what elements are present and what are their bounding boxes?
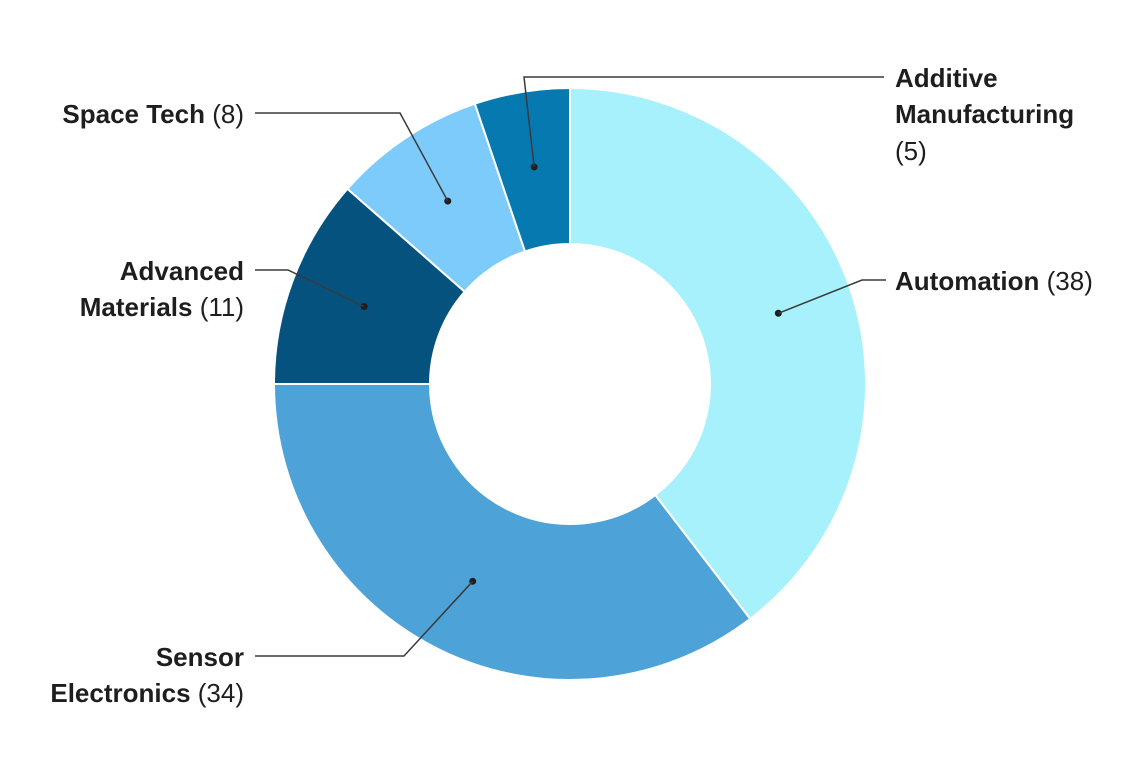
label-space-tech-line-1: Space Tech (8) (62, 99, 244, 129)
label-sensor-electronics-line-2: Electronics (34) (50, 678, 244, 708)
callout-line-additive-manufacturing (523, 76, 884, 168)
label-advanced-materials-line-1: Advanced (120, 256, 244, 286)
label-automation-line-1: Automation (38) (895, 266, 1093, 296)
label-additive-manufacturing-line-3: (5) (895, 136, 927, 166)
donut-slices (272, 86, 867, 681)
label-sensor-electronics-line-1: Sensor (156, 642, 244, 672)
slice-automation (569, 86, 867, 621)
callout-line-automation (778, 279, 886, 314)
label-additive-manufacturing-line-1: Additive (895, 63, 998, 93)
slice-callouts: Automation (38) Sensor Electronics (34) Adv… (50, 63, 1093, 708)
callout-line-sensor-electronics (255, 580, 474, 657)
slice-additive-manufacturing (473, 86, 571, 253)
slice-sensor-electronics (272, 383, 752, 681)
label-additive-manufacturing-line-2: Manufacturing (895, 99, 1074, 129)
label-advanced-materials-line-2: Materials (11) (80, 292, 244, 322)
callout-line-space-tech (255, 112, 449, 202)
callout-line-advanced-materials (255, 269, 365, 308)
